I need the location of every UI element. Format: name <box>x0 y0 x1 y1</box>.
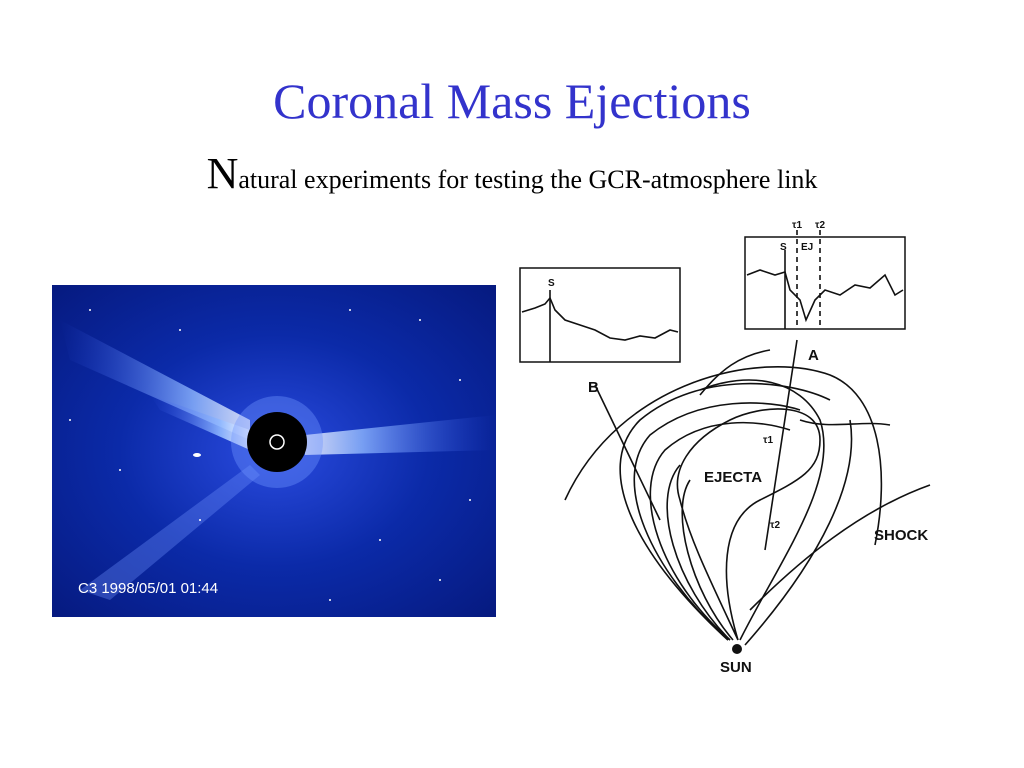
subtitle-rest: atural experiments for testing the GCR-a… <box>238 165 817 194</box>
cme-diagram: S S τ1 τ2 EJ B A EJECTA τ1 <box>519 220 931 676</box>
streamer <box>305 415 496 455</box>
streamer <box>150 395 250 450</box>
coronagraph-image: C3 1998/05/01 01:44 <box>52 285 496 617</box>
label: τ1 <box>763 435 773 446</box>
inset-b <box>519 267 681 363</box>
sun-dot <box>732 644 742 654</box>
occulter <box>247 412 307 472</box>
field-lines <box>564 349 931 646</box>
trace-b <box>521 296 679 341</box>
streamer <box>80 465 260 600</box>
inset-a <box>744 236 906 330</box>
trace-a <box>746 269 904 323</box>
subtitle-initial: N <box>207 149 239 198</box>
trajectory-b <box>594 384 661 521</box>
image-caption: C3 1998/05/01 01:44 <box>78 580 218 597</box>
slide-title: Coronal Mass Ejections <box>273 73 751 129</box>
stars <box>69 309 471 601</box>
label: SUN <box>720 659 752 676</box>
inset-marker: S <box>548 278 555 289</box>
inset-marker: τ1 <box>792 220 802 231</box>
label: τ2 <box>770 520 780 531</box>
label: EJECTA <box>704 469 762 486</box>
label: SHOCK <box>874 527 928 544</box>
label: B <box>588 379 599 396</box>
inset-marker: S <box>780 242 787 253</box>
streamer <box>60 320 250 440</box>
sun-outline <box>269 434 285 450</box>
label: A <box>808 347 819 364</box>
inset-marker: EJ <box>801 242 813 253</box>
trajectory-a <box>764 339 798 551</box>
slide-subtitle: Natural experiments for testing the GCR-… <box>207 149 818 198</box>
inset-marker: τ2 <box>815 220 825 231</box>
